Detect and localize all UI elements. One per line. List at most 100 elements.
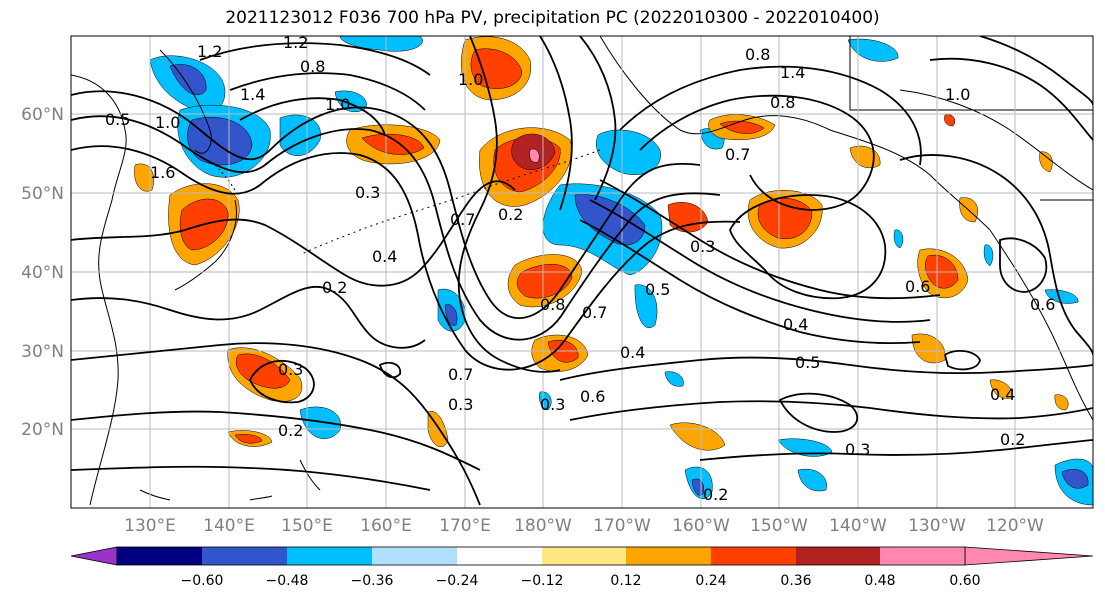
contour-label: 0.4: [620, 343, 645, 362]
contour-label: 0.8: [300, 57, 325, 76]
colorbar-bin: [457, 547, 542, 565]
colorbar-bin: [542, 547, 626, 565]
contour-label: 0.2: [278, 421, 303, 440]
lon-label: 160°E: [360, 516, 412, 536]
pv-contour: [71, 465, 431, 491]
pos-anomaly-midlat-core: [516, 264, 573, 299]
pv-contour: [71, 410, 481, 471]
map-title: 2021123012 F036 700 hPa PV, precipitatio…: [225, 8, 880, 28]
pos-anomaly-small2: [944, 114, 956, 127]
contour-label: 1.4: [240, 85, 265, 104]
colorbar-bin: [372, 547, 457, 565]
lat-label: 50°N: [21, 184, 64, 204]
contour-label: 0.6: [905, 277, 930, 296]
coast-na-west: [989, 229, 1093, 421]
pos-anomaly-tropical1-core: [234, 434, 263, 444]
pv-contour: [778, 392, 859, 433]
coast-asia: [71, 74, 127, 506]
lon-label: 150°E: [281, 516, 333, 536]
colorbar-tick-label: −0.60: [181, 573, 224, 589]
contour-label: 0.3: [690, 237, 715, 256]
contour-label: 1.4: [780, 63, 805, 82]
colorbar-tick-label: −0.12: [521, 573, 564, 589]
colorbar-bin: [880, 547, 965, 565]
lat-label: 30°N: [21, 342, 64, 362]
contour-label: 1.2: [283, 33, 308, 52]
lat-label: 60°N: [21, 105, 64, 125]
colorbar-bin: [796, 547, 880, 565]
colorbar-tick-label: −0.36: [351, 573, 394, 589]
neg-anomaly-aleutian-w: [279, 114, 321, 156]
lat-label: 40°N: [21, 263, 64, 283]
contour-label: 0.6: [580, 387, 605, 406]
longitude-labels: 130°E 140°E 150°E 160°E 170°E 180°W 170°…: [124, 516, 1044, 536]
contour-label: 0.7: [450, 210, 475, 229]
lon-label: 120°W: [986, 516, 1044, 536]
pv-contour: [599, 179, 941, 300]
contour-label: 1.6: [150, 163, 175, 182]
neg-anomaly-subtrop3: [777, 438, 833, 457]
lon-label: 130°W: [908, 516, 966, 536]
neg-anomaly-subtrop4: [797, 468, 827, 492]
border-canada: [849, 36, 1093, 111]
pv-contour: [229, 72, 426, 111]
neg-anomaly-small4: [983, 244, 994, 267]
gridlines: [71, 36, 1093, 508]
contour-label: 1.2: [197, 42, 222, 61]
coast-canada: [899, 89, 1093, 191]
colorbar-tick-label: −0.24: [436, 573, 479, 589]
contour-label: 1.0: [155, 113, 180, 132]
neg-anomaly-small5: [539, 391, 552, 411]
pv-contour: [699, 439, 1093, 461]
coast-japan: [174, 199, 237, 291]
contour-label: 0.3: [278, 360, 303, 379]
pos-anomaly-ne2: [1039, 151, 1053, 173]
contour-label: 0.4: [783, 315, 808, 334]
contour-label: 0.3: [845, 440, 870, 459]
pv-contour: [579, 219, 921, 345]
pos-anomaly-west2: [134, 163, 154, 192]
lon-label: 170°E: [439, 516, 491, 536]
colorbar-bin: [202, 547, 287, 565]
contour-label: 0.5: [795, 353, 820, 372]
lon-label: 140°W: [829, 516, 887, 536]
map-plot-area: 1.2 1.2 0.8 1.4 1.0 1.6 0.5 1.0 0.3 0.2 …: [71, 33, 1093, 508]
pv-contour: [559, 356, 1093, 381]
colorbar-bin: [711, 547, 796, 565]
latitude-labels: 60°N 50°N 40°N 30°N 20°N: [21, 105, 64, 440]
pv-contour: [929, 57, 1093, 141]
contour-label: 0.5: [105, 110, 130, 129]
neg-anomaly-se-core: [1061, 469, 1089, 489]
pv-contour: [457, 36, 561, 373]
pv-contour: [589, 199, 931, 323]
contour-label: 0.3: [448, 395, 473, 414]
neg-anomaly-top: [339, 36, 423, 52]
contour-label: 0.4: [372, 247, 397, 266]
colorbar-tick-label: 0.12: [610, 573, 641, 589]
contour-label: 0.2: [703, 485, 728, 504]
pv-contours: [71, 36, 1093, 506]
neg-anomaly-mid-core: [444, 304, 458, 326]
colorbar-bin: [287, 547, 372, 565]
colorbar-tick-label: 0.36: [780, 573, 811, 589]
coast-kamchatka: [159, 49, 212, 154]
pv-contour: [979, 36, 1093, 106]
neg-anomaly-small3: [664, 371, 684, 387]
contour-label: 0.8: [770, 93, 795, 112]
pos-anomaly-north-core: [470, 48, 523, 89]
pv-contour: [249, 359, 315, 404]
pos-anomaly-central-peak: [529, 148, 540, 163]
neg-anomaly-small2: [1044, 289, 1079, 304]
pv-contour: [899, 154, 1093, 356]
lat-label: 20°N: [21, 420, 64, 440]
pv-contour: [943, 349, 981, 371]
pv-contour: [71, 285, 426, 349]
neg-anomaly-subtrop1: [299, 406, 341, 439]
contour-label: 0.6: [1030, 295, 1055, 314]
pv-contour: [539, 36, 573, 211]
plot-frame: [70, 35, 1094, 509]
pv-contour: [239, 97, 386, 136]
pv-contour: [71, 145, 741, 371]
pv-contour: [729, 194, 887, 300]
